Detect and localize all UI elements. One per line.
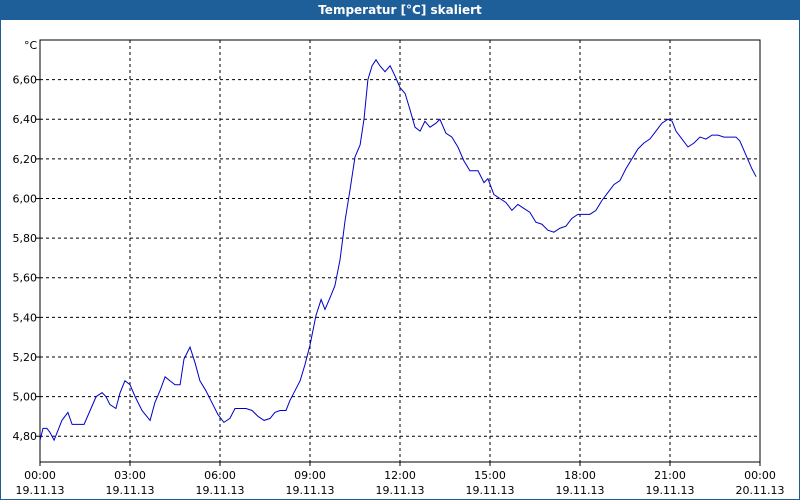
y-tick-label: 6,60 — [13, 74, 38, 87]
y-tick-label: 4,80 — [13, 430, 38, 443]
x-tick-date: 19.11.13 — [556, 484, 605, 497]
x-tick-date: 19.11.13 — [196, 484, 245, 497]
x-tick-date: 19.11.13 — [376, 484, 425, 497]
y-tick-label: 5,00 — [13, 391, 38, 404]
data-line — [39, 58, 757, 442]
x-tick-label: 03:00 — [114, 469, 146, 482]
x-tick-date: 19.11.13 — [106, 484, 155, 497]
y-tick-label: 5,40 — [13, 311, 38, 324]
x-tick-label: 00:00 — [24, 469, 56, 482]
x-tick-label: 18:00 — [564, 469, 596, 482]
y-tick-label: 5,60 — [13, 272, 38, 285]
x-tick-date: 19.11.13 — [16, 484, 65, 497]
y-tick-label: 5,20 — [13, 351, 38, 364]
x-tick-date: 19.11.13 — [646, 484, 695, 497]
x-tick-label: 00:00 — [744, 469, 776, 482]
y-tick-label: 5,80 — [13, 232, 38, 245]
chart-title: Temperatur [°C] skaliert — [318, 3, 482, 17]
x-tick-label: 06:00 — [204, 469, 236, 482]
title-bar — [0, 0, 800, 20]
x-tick-label: 12:00 — [384, 469, 416, 482]
x-tick-date: 20.11.13 — [736, 484, 785, 497]
y-unit-label: °C — [24, 39, 38, 52]
x-tick-label: 15:00 — [474, 469, 506, 482]
y-tick-label: 6,00 — [13, 192, 38, 205]
y-tick-label: 6,40 — [13, 113, 38, 126]
y-tick-label: 6,20 — [13, 153, 38, 166]
x-tick-date: 19.11.13 — [466, 484, 515, 497]
x-tick-label: 21:00 — [654, 469, 686, 482]
x-tick-date: 19.11.13 — [286, 484, 335, 497]
x-tick-label: 09:00 — [294, 469, 326, 482]
